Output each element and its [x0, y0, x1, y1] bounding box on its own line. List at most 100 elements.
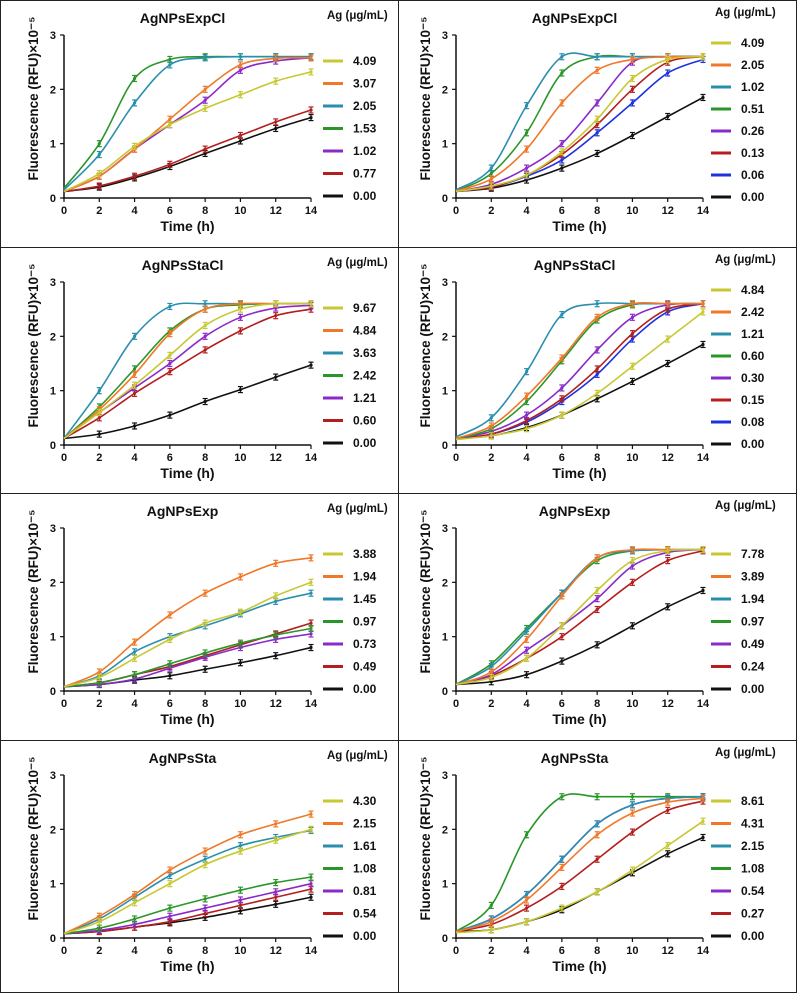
data-point [595, 117, 599, 121]
data-point [132, 391, 137, 395]
legend-label: 0.77 [353, 167, 377, 181]
data-point [309, 645, 313, 650]
data-point [560, 166, 564, 170]
data-point [701, 55, 705, 59]
data-point [132, 101, 137, 105]
legend-label: 0.00 [741, 437, 765, 451]
x-axis-label: Time (h) [552, 218, 606, 234]
y-tick-label: 1 [50, 632, 56, 644]
data-point [203, 906, 207, 910]
data-point [560, 413, 564, 417]
data-point [595, 348, 599, 352]
data-point [524, 656, 529, 660]
legend-label: 4.84 [741, 283, 765, 297]
legend-label: 0.06 [741, 168, 765, 182]
panel-8: 0 2 4 6 8 10 12 14 0 1 2 3 Time (h) Fluorescence (RFU… [399, 741, 796, 992]
data-point [274, 375, 278, 379]
data-point [168, 662, 172, 666]
x-tick-label: 10 [626, 945, 638, 957]
data-point [238, 909, 243, 913]
data-point [238, 641, 243, 645]
data-point [274, 120, 278, 124]
x-tick-label: 14 [305, 945, 318, 957]
data-point [168, 413, 172, 417]
legend-title: Ag (μg/mL) [715, 254, 776, 266]
data-point [168, 63, 172, 67]
x-tick-label: 2 [96, 945, 102, 957]
chart-title: AgNPsExp [147, 503, 219, 519]
x-tick-label: 6 [559, 205, 565, 217]
data-point [524, 173, 529, 177]
legend-label: 0.81 [353, 884, 377, 898]
data-point [524, 370, 529, 374]
series-line-1.94 [455, 548, 704, 686]
data-point [524, 166, 529, 170]
data-point [203, 849, 207, 853]
data-point [630, 811, 635, 815]
data-point [489, 416, 493, 420]
data-point [489, 424, 493, 428]
data-point [595, 397, 599, 401]
data-point [132, 144, 137, 148]
y-tick-label: 1 [50, 879, 56, 891]
y-tick-label: 3 [442, 277, 448, 289]
data-point [630, 76, 635, 81]
data-point [168, 361, 172, 366]
x-tick-label: 2 [96, 205, 102, 217]
series-line-0.77 [63, 109, 312, 193]
data-point [238, 133, 243, 138]
data-point [595, 588, 599, 593]
series-line-4.31 [455, 797, 704, 933]
data-point [97, 410, 101, 414]
data-point [203, 863, 207, 867]
x-tick-label: 14 [697, 698, 710, 710]
legend-label: 1.08 [353, 862, 377, 876]
data-point [203, 667, 207, 671]
panel-7: 0 2 4 6 8 10 12 14 0 1 2 3 Time (h) Fluorescence (RFU… [1, 741, 399, 992]
data-point [595, 556, 599, 560]
series-line-0.60 [63, 308, 312, 440]
data-point [666, 800, 670, 804]
data-point [274, 822, 278, 826]
series-line-2.05 [455, 55, 704, 192]
data-point [701, 342, 705, 347]
legend-label: 0.00 [741, 929, 765, 943]
data-point [309, 70, 313, 74]
data-point [560, 356, 564, 360]
data-point [666, 361, 670, 366]
x-tick-label: 4 [132, 452, 139, 464]
data-point [97, 184, 101, 188]
data-point [238, 833, 243, 837]
data-point [97, 171, 101, 176]
data-point [309, 580, 313, 584]
chart-title: AgNPsExpCl [140, 10, 226, 26]
data-point [238, 387, 243, 392]
x-tick-label: 14 [697, 205, 710, 217]
x-tick-label: 12 [270, 945, 282, 957]
data-point [132, 922, 137, 927]
data-point [524, 906, 529, 910]
data-point [560, 659, 564, 663]
legend-label: 4.84 [353, 324, 377, 338]
x-tick-label: 10 [626, 698, 638, 710]
legend-title: Ag (μg/mL) [327, 503, 388, 515]
x-tick-label: 8 [594, 945, 600, 957]
x-tick-label: 6 [559, 945, 565, 957]
data-point [203, 334, 207, 338]
legend-label: 0.73 [353, 637, 377, 651]
x-tick-label: 0 [453, 205, 459, 217]
series-line-0.54 [63, 888, 312, 935]
x-tick-label: 0 [453, 698, 459, 710]
y-tick-label: 0 [442, 933, 448, 945]
y-axis-label: Fluorescence (RFU)×10⁻⁵ [418, 17, 433, 181]
data-point [274, 654, 278, 658]
y-tick-label: 0 [50, 440, 56, 452]
legend-label: 0.00 [741, 682, 765, 696]
data-point [309, 875, 313, 879]
y-axis-label: Fluorescence (RFU)×10⁻⁵ [418, 510, 433, 674]
legend-label: 9.67 [353, 301, 377, 315]
series-line-9.67 [63, 302, 312, 440]
legend-label: 0.00 [353, 436, 377, 450]
